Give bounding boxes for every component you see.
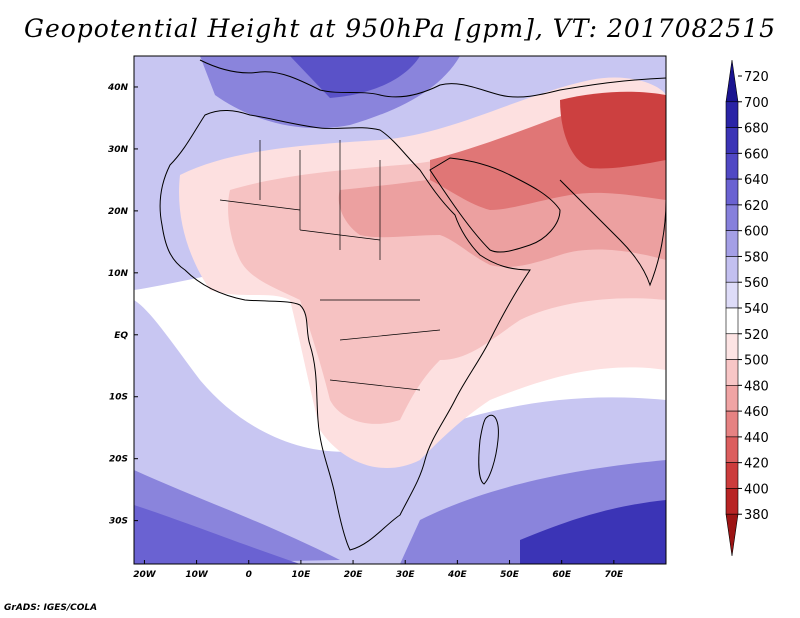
colorbar-label: 400 [744,482,769,497]
colorbar-label: 380 [744,508,769,523]
colorbar-label: 520 [744,328,769,343]
colorbar-label: 640 [744,173,769,188]
lat-tick-label: 10N [108,269,129,279]
colorbar-segment [725,153,739,180]
colorbar-segment [725,488,739,515]
mediterranean-coast [199,59,666,98]
colorbar-label: 540 [744,302,769,317]
colorbar-segment [725,230,739,257]
colorbar-label: 560 [744,276,769,291]
map-title: Geopotential Height at 950hPa [gpm], VT:… [23,14,777,43]
lat-tick-label: 10S [109,393,128,403]
lon-tick-label: 0 [246,570,252,580]
field-mediterranean-deep [290,56,420,98]
colorbar-segment [725,385,739,412]
colorbar-segment [725,281,739,309]
field-high-peak [560,91,666,169]
lon-tick-label: 30E [396,570,416,580]
colorbar-label: 680 [744,122,769,137]
colorbar-label: 700 [744,96,769,111]
colorbar-label: 440 [744,431,769,446]
lon-tick-label: 10E [292,570,312,580]
colorbar-label: 580 [744,250,769,265]
colorbar-segment [725,307,739,335]
colorbar-segment [725,178,739,206]
madagascar-outline [478,414,499,485]
lon-tick-label: 20E [344,570,364,580]
colorbar-label: 600 [744,225,769,240]
lat-tick-label: 40N [107,83,129,93]
lon-tick-label: 10W [185,570,209,580]
lon-tick-label: 70E [604,570,624,580]
colorbar: 720 700 680 660 640 620 600 580 560 540 520 500 480 4… [725,59,769,557]
longitude-axis: 20W 10W 0 10E 20E 30E 40E 50E 60E 70E [133,560,624,580]
colorbar-segment [725,127,739,154]
lat-tick-label: 30N [108,145,129,155]
lon-tick-label: 20W [133,570,157,580]
arabia-outline [429,157,561,253]
credit-label: GrADS: IGES/COLA [4,603,98,613]
latitude-axis: 40N 30N 20N 10N EQ 10S 20S 30S [107,83,138,527]
colorbar-segment [725,256,739,283]
lon-tick-label: 60E [552,570,572,580]
colorbar-segment [725,513,739,557]
india-outline [559,179,666,287]
colorbar-label: 620 [744,199,769,214]
colorbar-label: 420 [744,457,769,472]
field-south-west-deep [134,505,300,564]
colorbar-label: 720 [744,70,769,85]
colorbar-segment [725,204,739,231]
colorbar-segment [725,436,739,463]
colorbar-label: 660 [744,147,769,162]
colorbar-segment [725,359,739,386]
colorbar-label: 480 [744,379,769,394]
colorbar-label: 460 [744,405,769,420]
africa-outline [159,110,531,551]
field-south-east-deep [520,500,666,564]
lat-tick-label: EQ [114,331,128,341]
colorbar-segment [725,59,739,103]
lon-tick-label: 40E [447,570,468,580]
colorbar-label: 500 [744,354,769,369]
country-borders [219,140,441,391]
map-frame [133,55,667,565]
lat-tick-label: 20S [109,455,128,465]
lat-tick-label: 20N [108,207,129,217]
colorbar-segment [725,101,739,128]
height-field [134,56,666,564]
lon-tick-label: 50E [500,570,520,580]
colorbar-segment [725,333,739,360]
colorbar-segment [725,462,739,489]
lat-tick-label: 30S [109,517,128,527]
coastlines [159,59,666,551]
colorbar-segment [725,410,739,438]
